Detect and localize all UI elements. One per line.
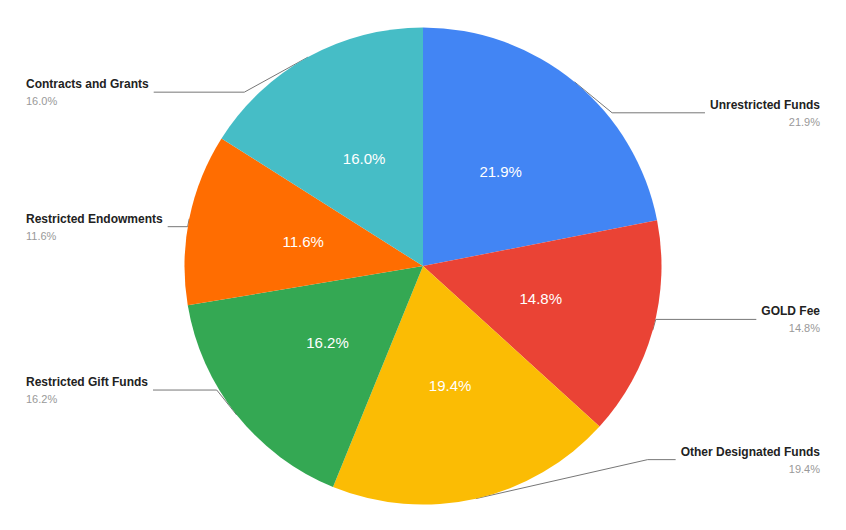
svg-text:21.9%: 21.9% (789, 116, 820, 128)
svg-text:16.0%: 16.0% (26, 95, 57, 107)
svg-text:Restricted Gift Funds: Restricted Gift Funds (26, 375, 148, 389)
svg-text:Other Designated Funds: Other Designated Funds (681, 445, 821, 459)
svg-text:16.0%: 16.0% (343, 150, 386, 167)
svg-text:Contracts and Grants: Contracts and Grants (26, 77, 149, 91)
svg-text:Restricted Endowments: Restricted Endowments (26, 212, 163, 226)
svg-text:14.8%: 14.8% (789, 322, 820, 334)
svg-text:16.2%: 16.2% (26, 393, 57, 405)
svg-text:16.2%: 16.2% (306, 334, 349, 351)
svg-text:14.8%: 14.8% (519, 290, 562, 307)
svg-text:21.9%: 21.9% (479, 163, 522, 180)
svg-text:Unrestricted Funds: Unrestricted Funds (710, 98, 820, 112)
svg-text:GOLD Fee: GOLD Fee (761, 304, 820, 318)
svg-text:11.6%: 11.6% (26, 230, 57, 242)
svg-text:19.4%: 19.4% (789, 463, 820, 475)
svg-text:11.6%: 11.6% (282, 233, 323, 250)
svg-text:19.4%: 19.4% (429, 377, 472, 394)
